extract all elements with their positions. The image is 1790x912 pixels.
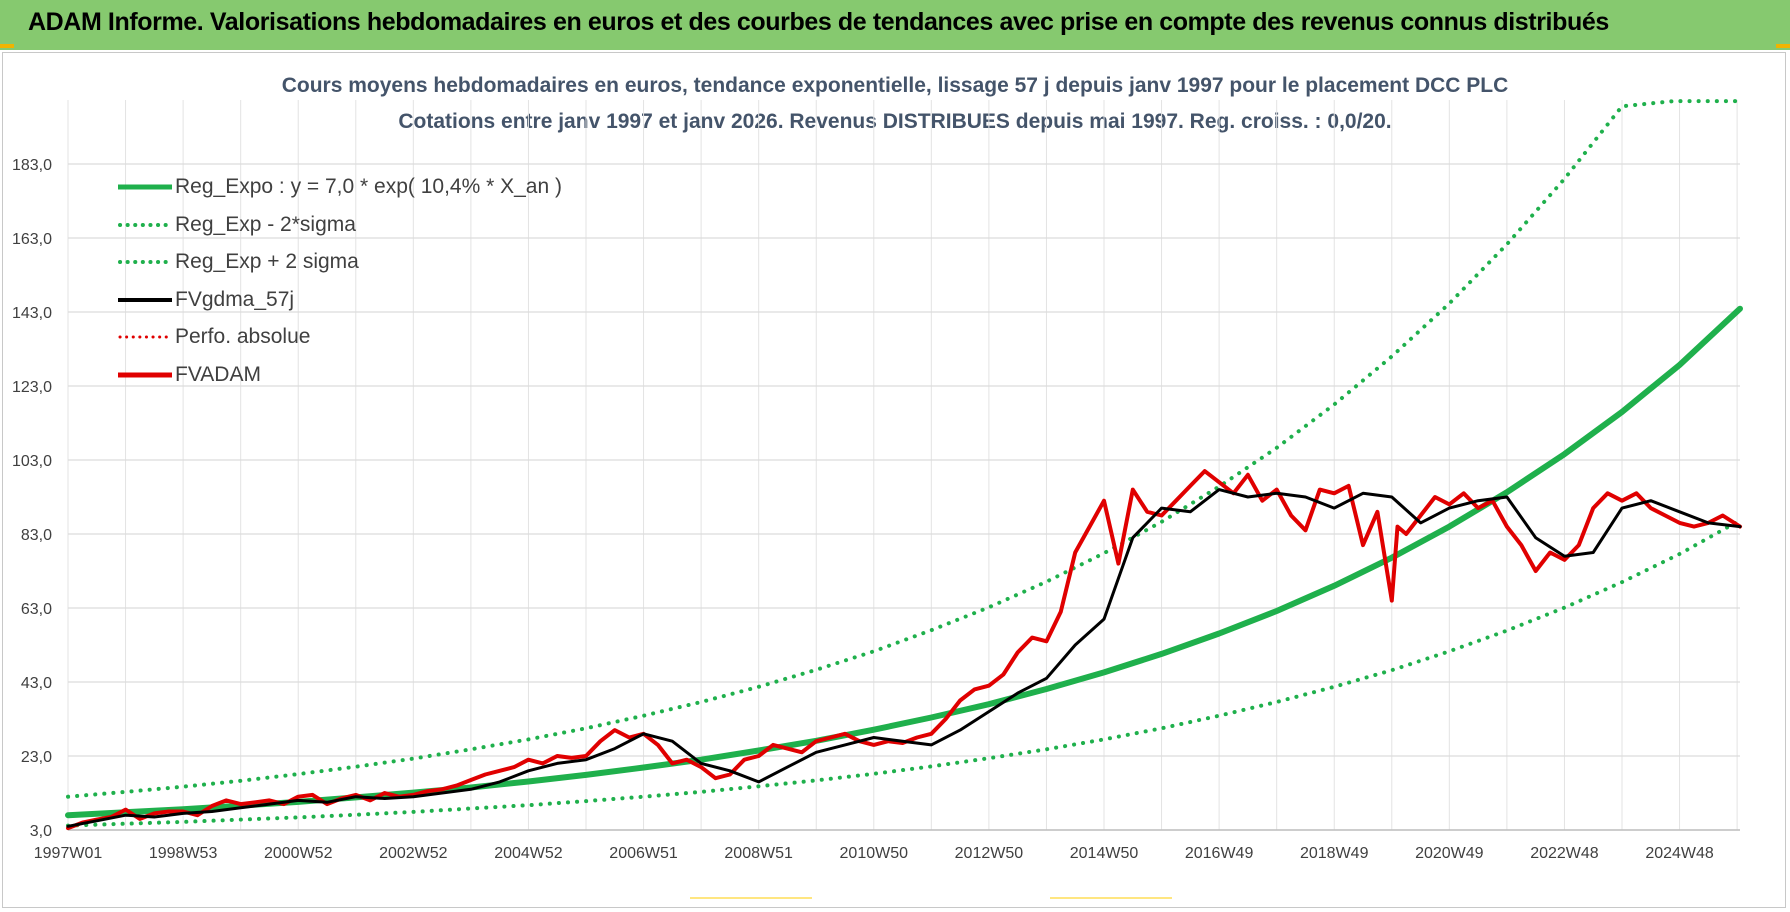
legend-swatch-reg-expo: [118, 184, 172, 190]
x-tick-label: 2018W49: [1300, 845, 1369, 862]
header-bar: ADAM Informe. Valorisations hebdomadaire…: [0, 0, 1790, 50]
y-tick-label: 23,0: [21, 749, 52, 766]
legend-swatch-fvadam: [118, 372, 172, 377]
legend-label-perfo-absolue: Perfo. absolue: [175, 325, 311, 348]
x-tick-label: 2016W49: [1185, 845, 1254, 862]
legend-swatch-reg-exp-minus: [118, 222, 174, 227]
y-tick-label: 103,0: [12, 453, 52, 470]
x-tick-label: 2006W51: [609, 845, 678, 862]
bottom-mark-left: [690, 897, 812, 899]
x-tick-label: 2024W48: [1645, 845, 1714, 862]
y-tick-label: 43,0: [21, 675, 52, 692]
chart-frame: [2, 52, 1786, 908]
series-line-reg-expo: [65, 305, 1743, 819]
y-tick-label: 123,0: [12, 379, 52, 396]
chart-title: Cours moyens hebdomadaires en euros, ten…: [281, 74, 1509, 97]
x-tick-label: 2008W51: [724, 845, 793, 862]
x-tick-label: 2000W52: [264, 845, 333, 862]
x-tick-label: 2014W50: [1070, 845, 1139, 862]
series-line-reg-exp-plus: [66, 99, 1742, 799]
chart-subtitle: Cotations entre janv 1997 et janv 2026. …: [398, 110, 1392, 133]
series-line-fvgdma: [66, 488, 1742, 828]
x-tick-label: 2020W49: [1415, 845, 1484, 862]
y-tick-label: 3,0: [30, 823, 52, 840]
legend-label-fvgdma: FVgdma_57j: [175, 287, 295, 311]
y-tick-label: 143,0: [12, 305, 52, 322]
legend-label-reg-exp-minus: Reg_Exp - 2*sigma: [175, 212, 356, 236]
series-line-reg-exp-minus: [66, 518, 1742, 828]
legend-swatch-fvgdma: [118, 297, 172, 302]
x-tick-label: 2002W52: [379, 845, 448, 862]
y-tick-label: 83,0: [21, 527, 52, 544]
x-tick-label: 2012W50: [955, 845, 1024, 862]
bottom-mark-right: [1050, 897, 1172, 899]
x-tick-label: 2022W48: [1530, 845, 1599, 862]
legend-label-reg-exp-plus: Reg_Exp + 2 sigma: [175, 250, 359, 273]
y-tick-label: 163,0: [12, 231, 52, 248]
report-title: ADAM Informe. Valorisations hebdomadaire…: [28, 8, 1609, 36]
x-tick-label: 2010W50: [840, 845, 909, 862]
y-tick-label: 183,0: [12, 157, 52, 174]
corner-mark-left: [0, 44, 14, 48]
y-tick-label: 63,0: [21, 601, 52, 618]
series-line-fvadam: [66, 469, 1742, 831]
legend-label-fvadam: FVADAM: [175, 362, 261, 386]
x-tick-label: 1997W01: [34, 845, 103, 862]
legend-swatch-reg-exp-plus: [118, 260, 174, 264]
x-tick-label: 1998W53: [149, 845, 218, 862]
x-tick-label: 2004W52: [494, 845, 563, 862]
legend-label-reg-expo: Reg_Expo : y = 7,0 * exp( 10,4% * X_an ): [175, 175, 562, 198]
corner-mark-right: [1776, 44, 1790, 48]
legend-swatch-perfo-absolue: [118, 335, 174, 339]
